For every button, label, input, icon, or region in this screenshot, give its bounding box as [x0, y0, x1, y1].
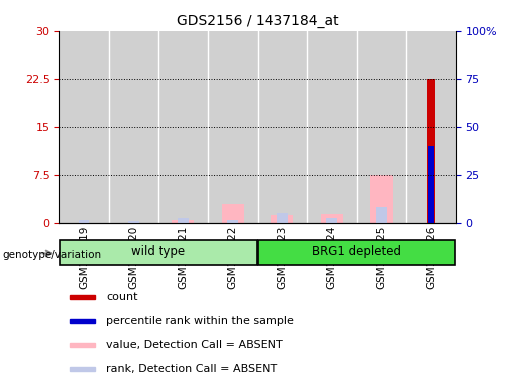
Bar [327, 218, 337, 223]
Bar [59, 31, 109, 223]
Bar [406, 31, 456, 223]
Bar [426, 79, 436, 223]
Bar [70, 295, 95, 299]
FancyBboxPatch shape [259, 240, 455, 265]
Bar [221, 204, 244, 223]
Bar [227, 220, 238, 223]
Bar [427, 146, 435, 223]
Bar [356, 31, 406, 223]
Bar [208, 31, 258, 223]
FancyBboxPatch shape [60, 240, 256, 265]
Bar [109, 31, 158, 223]
Title: GDS2156 / 1437184_at: GDS2156 / 1437184_at [177, 14, 338, 28]
Bar [70, 319, 95, 323]
Bar [321, 214, 343, 223]
Bar [70, 367, 95, 371]
Bar [370, 175, 392, 223]
Bar [178, 218, 188, 223]
Text: percentile rank within the sample: percentile rank within the sample [106, 316, 294, 326]
Text: BRG1 depleted: BRG1 depleted [312, 245, 401, 258]
Bar [79, 220, 90, 223]
Bar [277, 213, 288, 223]
Text: genotype/variation: genotype/variation [3, 250, 101, 260]
Bar [158, 31, 208, 223]
Bar [258, 31, 307, 223]
Bar [70, 343, 95, 347]
Bar [172, 220, 194, 223]
Bar [376, 207, 387, 223]
Text: count: count [106, 292, 138, 302]
Bar [271, 215, 294, 223]
Bar [307, 31, 356, 223]
Text: rank, Detection Call = ABSENT: rank, Detection Call = ABSENT [106, 364, 277, 374]
Text: wild type: wild type [131, 245, 185, 258]
Text: value, Detection Call = ABSENT: value, Detection Call = ABSENT [106, 340, 283, 350]
Bar [128, 221, 139, 223]
